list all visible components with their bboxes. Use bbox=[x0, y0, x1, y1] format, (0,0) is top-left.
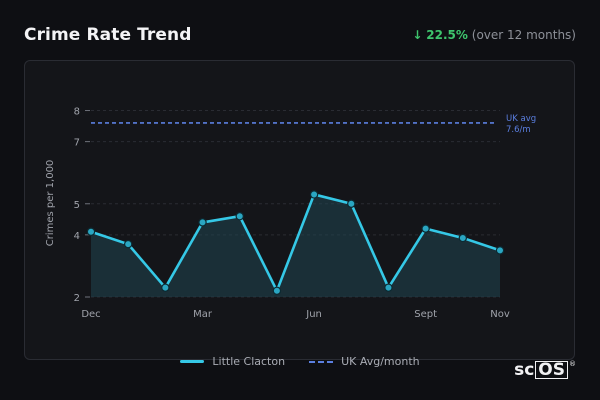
data-point-jun[interactable] bbox=[309, 190, 319, 199]
y-tick-label: 5 bbox=[74, 200, 80, 211]
chart-panel bbox=[24, 60, 575, 360]
x-tick-label: Dec bbox=[81, 309, 100, 320]
x-tick-label: Sept bbox=[414, 309, 437, 320]
data-point-feb[interactable] bbox=[161, 283, 170, 292]
data-point-nov[interactable] bbox=[495, 246, 505, 255]
legend-label-series: Little Clacton bbox=[212, 355, 286, 368]
y-tick-label: 8 bbox=[74, 107, 80, 118]
change-percentage: 22.5% bbox=[426, 28, 468, 42]
data-point-aug[interactable] bbox=[384, 283, 393, 292]
y-tick-label: 7 bbox=[74, 138, 80, 149]
data-point-dec[interactable] bbox=[86, 227, 96, 236]
data-point-oct[interactable] bbox=[458, 233, 468, 243]
x-tick-label: Jun bbox=[305, 309, 322, 320]
y-tick-label: 2 bbox=[74, 293, 80, 304]
data-point-jan[interactable] bbox=[123, 239, 133, 249]
data-point-mar[interactable] bbox=[198, 218, 207, 227]
down-arrow-icon: ↓ bbox=[412, 28, 423, 42]
x-tick-label: Nov bbox=[490, 309, 510, 320]
uk-average-label: UK avg bbox=[506, 114, 536, 124]
data-point-jul[interactable] bbox=[347, 199, 356, 208]
data-point-may[interactable] bbox=[272, 286, 282, 295]
page-title: Crime Rate Trend bbox=[24, 25, 192, 45]
x-tick-label: Mar bbox=[193, 309, 213, 320]
legend-item-reference[interactable]: UK Avg/month bbox=[309, 355, 420, 368]
change-summary: ↓ 22.5% (over 12 months) bbox=[412, 28, 576, 42]
series-line bbox=[90, 193, 501, 293]
y-tick-label: 4 bbox=[74, 231, 80, 242]
data-point-apr[interactable] bbox=[235, 211, 244, 221]
y-axis-label: Crimes per 1,000 bbox=[45, 160, 56, 247]
chart-legend: Little Clacton UK Avg/month bbox=[0, 355, 600, 368]
legend-swatch-reference bbox=[309, 360, 334, 363]
legend-item-series[interactable]: Little Clacton bbox=[180, 355, 285, 368]
brand-logo: sc OS ® bbox=[514, 360, 576, 380]
change-period: (over 12 months) bbox=[471, 28, 576, 42]
uk-average-value-label: 7.6/m bbox=[506, 125, 531, 135]
legend-swatch-series bbox=[180, 360, 205, 363]
data-point-sept[interactable] bbox=[421, 224, 430, 233]
legend-label-reference: UK Avg/month bbox=[341, 355, 420, 368]
